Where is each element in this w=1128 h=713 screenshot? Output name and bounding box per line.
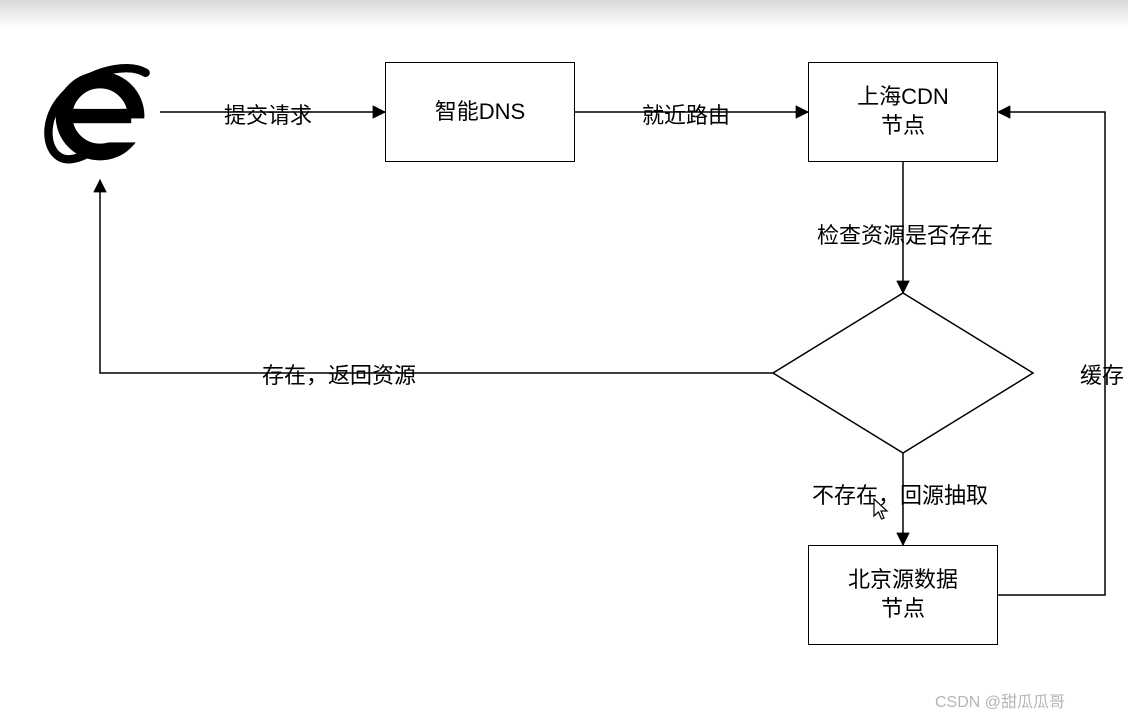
node-cdn: 上海CDN 节点 [808,62,998,162]
node-dns: 智能DNS [385,62,575,162]
edge-label-submit: 提交请求 [222,98,314,130]
node-cdn-label: 上海CDN 节点 [857,83,949,140]
edge-label-route: 就近路由 [640,98,732,130]
edge-label-miss: 不存在，回源抽取 [810,478,990,510]
edge-label-check: 检查资源是否存在 [815,218,995,250]
top-gradient-bar [0,0,1128,28]
mouse-cursor-icon [873,498,891,527]
internet-explorer-icon [40,56,160,181]
edge-label-hit: 存在，返回资源 [260,358,418,390]
edge-label-cache: 缓存 [1078,358,1126,390]
node-dns-label: 智能DNS [435,98,525,127]
node-origin: 北京源数据 节点 [808,545,998,645]
watermark-text: CSDN @甜瓜瓜哥 [935,688,1065,712]
node-origin-label: 北京源数据 节点 [848,566,958,623]
